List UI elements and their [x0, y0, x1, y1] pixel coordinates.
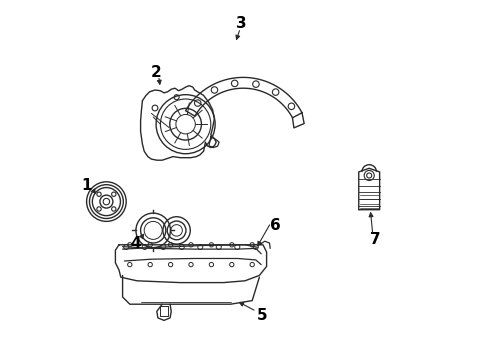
Text: 5: 5 [257, 307, 268, 323]
Text: 2: 2 [150, 64, 161, 80]
Text: 6: 6 [270, 217, 281, 233]
Text: 3: 3 [236, 16, 246, 31]
Text: 1: 1 [81, 178, 92, 193]
Text: 7: 7 [370, 232, 381, 247]
Text: 4: 4 [130, 235, 141, 251]
